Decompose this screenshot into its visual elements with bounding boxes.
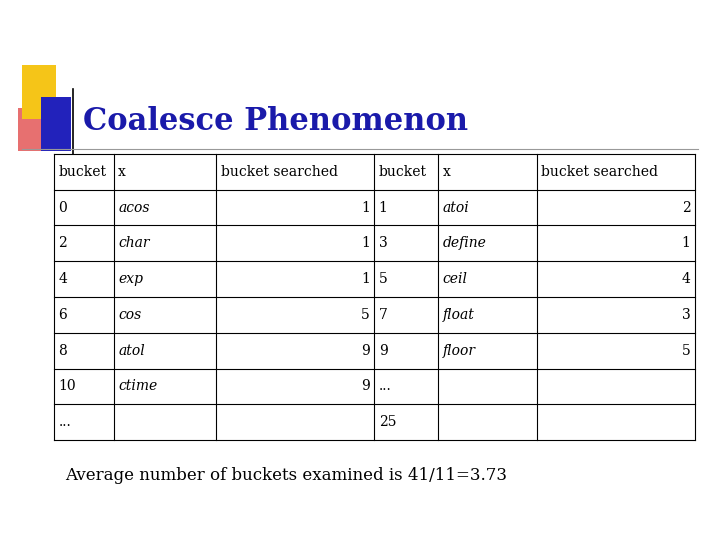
Text: bucket: bucket (58, 165, 107, 179)
Text: 1: 1 (379, 200, 387, 214)
Text: 7: 7 (379, 308, 387, 322)
Text: 8: 8 (58, 343, 67, 357)
Text: 10: 10 (58, 380, 76, 394)
Text: 6: 6 (58, 308, 67, 322)
Text: 3: 3 (379, 237, 387, 251)
Text: bucket searched: bucket searched (541, 165, 658, 179)
Text: 25: 25 (379, 415, 396, 429)
Text: bucket: bucket (379, 165, 427, 179)
Text: char: char (118, 237, 150, 251)
Text: 9: 9 (361, 343, 370, 357)
Text: atol: atol (118, 343, 145, 357)
Text: Coalesce Phenomenon: Coalesce Phenomenon (83, 106, 468, 137)
Text: 5: 5 (682, 343, 690, 357)
Text: define: define (443, 237, 487, 251)
Text: 1: 1 (361, 272, 370, 286)
Text: 1: 1 (361, 237, 370, 251)
Text: 5: 5 (361, 308, 370, 322)
Text: 0: 0 (58, 200, 67, 214)
Text: bucket searched: bucket searched (220, 165, 338, 179)
Text: 9: 9 (361, 380, 370, 394)
Text: floor: floor (443, 343, 476, 357)
Text: 4: 4 (682, 272, 690, 286)
Text: ...: ... (379, 380, 392, 394)
Text: 1: 1 (361, 200, 370, 214)
Text: atoi: atoi (443, 200, 469, 214)
Text: 4: 4 (58, 272, 67, 286)
Text: Average number of buckets examined is 41/11=3.73: Average number of buckets examined is 41… (65, 467, 507, 484)
Text: ctime: ctime (118, 380, 158, 394)
Text: 1: 1 (682, 237, 690, 251)
Text: 3: 3 (682, 308, 690, 322)
Text: cos: cos (118, 308, 141, 322)
Text: float: float (443, 308, 474, 322)
Text: 5: 5 (379, 272, 387, 286)
Text: ...: ... (58, 415, 71, 429)
Text: ceil: ceil (443, 272, 468, 286)
Text: 2: 2 (58, 237, 67, 251)
Text: 9: 9 (379, 343, 387, 357)
Text: acos: acos (118, 200, 150, 214)
Text: 2: 2 (682, 200, 690, 214)
Text: x: x (118, 165, 126, 179)
Text: x: x (443, 165, 451, 179)
Text: exp: exp (118, 272, 143, 286)
